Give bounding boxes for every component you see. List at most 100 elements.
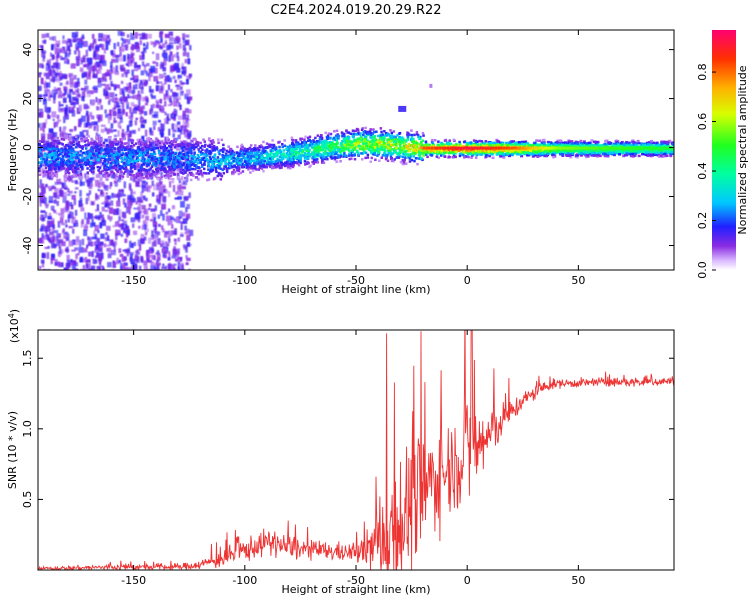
ridge-cell (576, 141, 580, 144)
noise-cell (135, 250, 138, 256)
ridge-cell (383, 136, 386, 140)
ridge-cell (102, 141, 106, 145)
ridge-cell (204, 155, 208, 158)
noise-cell (146, 97, 149, 103)
noise-cell (186, 234, 191, 241)
noise-cell (121, 129, 125, 136)
ridge-cell (133, 161, 136, 164)
noise-cell (40, 259, 45, 264)
noise-cell (183, 154, 187, 159)
noise-cell (140, 257, 144, 263)
ridge-cell (499, 150, 503, 154)
ridge-cell (279, 160, 283, 164)
ridge-cell (153, 150, 156, 154)
noise-cell (98, 54, 103, 60)
noise-cell (138, 265, 142, 270)
noise-cell (72, 36, 75, 43)
ridge-cell (637, 141, 641, 145)
noise-cell (119, 112, 124, 116)
ridge-cell (333, 138, 337, 141)
ridge-cell (182, 162, 186, 165)
ridge-cell (54, 155, 58, 159)
ridge-cell (629, 152, 633, 156)
ridge-cell (498, 152, 502, 155)
ridge-cell (626, 150, 630, 154)
ridge-cell (247, 156, 250, 159)
noise-cell (86, 193, 90, 196)
noise-cell (74, 36, 77, 42)
ridge-cell (481, 141, 485, 145)
noise-cell (132, 52, 135, 56)
ridge-cell (344, 147, 348, 151)
noise-cell (95, 225, 99, 230)
noise-cell (45, 183, 48, 188)
ridge-cell (401, 159, 405, 162)
noise-cell (60, 241, 66, 247)
ridge-cell (240, 154, 244, 157)
ridge-cell (123, 137, 127, 140)
spectrogram-content (38, 30, 674, 270)
ridge-cell (373, 153, 376, 156)
noise-cell (152, 234, 155, 240)
ridge-cell (333, 130, 336, 133)
noise-cell (117, 168, 122, 173)
noise-cell (124, 131, 128, 136)
noise-cell (54, 188, 59, 195)
ridge-cell (363, 141, 367, 145)
noise-cell (120, 233, 124, 237)
ridge-cell (133, 152, 137, 156)
ridge-cell (80, 157, 84, 160)
ridge-cell (196, 161, 200, 165)
noise-cell (168, 230, 173, 237)
ridge-cell (84, 161, 87, 164)
noise-cell (153, 266, 159, 270)
noise-cell (94, 46, 100, 50)
noise-cell (74, 159, 78, 163)
ridge-cell (278, 166, 282, 170)
noise-cell (178, 42, 182, 49)
noise-cell (64, 187, 68, 190)
noise-cell (126, 53, 130, 60)
noise-cell (69, 211, 72, 216)
noise-cell (51, 43, 57, 49)
noise-cell (162, 75, 167, 78)
ridge-cell (269, 145, 272, 148)
noise-cell (73, 104, 76, 109)
ridge-cell (203, 140, 207, 143)
noise-cell (155, 252, 161, 255)
noise-cell (186, 257, 191, 262)
noise-cell (79, 197, 83, 202)
noise-cell (107, 113, 111, 117)
noise-cell (182, 51, 187, 57)
ridge-cell (335, 138, 339, 142)
ridge-cell (47, 172, 51, 176)
noise-cell (157, 81, 160, 85)
ridge-cell (298, 143, 301, 146)
ridge-cell (136, 138, 139, 142)
ridge-cell (276, 161, 280, 165)
noise-cell (115, 101, 120, 108)
noise-cell (48, 196, 54, 204)
ridge-cell (591, 152, 595, 156)
noise-cell (135, 174, 140, 180)
noise-cell (58, 213, 63, 216)
ridge-cell (137, 177, 140, 180)
noise-cell (135, 181, 140, 187)
ridge-cell (254, 157, 258, 161)
ridge-cell (369, 128, 372, 131)
noise-cell (46, 33, 50, 38)
ridge-cell (540, 141, 544, 144)
noise-cell (185, 262, 189, 266)
ridge-cell (131, 141, 134, 145)
ridge-cell (325, 155, 328, 159)
noise-cell (38, 184, 42, 189)
noise-cell (64, 89, 67, 95)
noise-cell (152, 51, 155, 55)
ridge-cell (50, 143, 53, 147)
noise-cell (139, 214, 145, 219)
noise-cell (42, 216, 46, 222)
ridge-cell (260, 145, 263, 149)
noise-cell (136, 94, 142, 101)
noise-cell (109, 109, 112, 116)
noise-cell (180, 221, 185, 224)
